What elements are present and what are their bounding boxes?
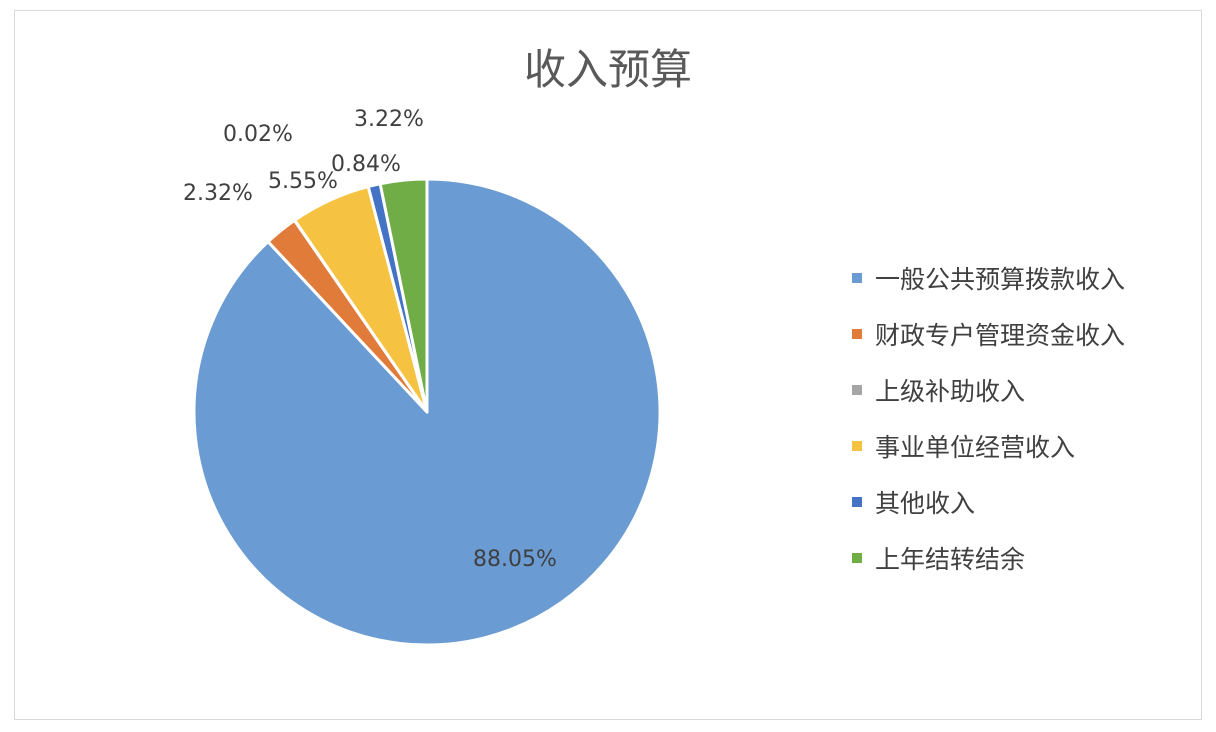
slice-data-label: 5.55% [268,169,338,194]
slice-data-label: 0.84% [331,152,401,177]
pie-slice [378,177,429,414]
legend-item: 事业单位经营收入 [852,418,1125,474]
legend-swatch [852,385,862,395]
legend-label: 其他收入 [875,489,976,518]
legend-item: 其他收入 [852,474,1125,530]
slice-data-label: 88.05% [473,547,557,572]
chart-title: 收入预算 [523,45,692,94]
legend-label: 一般公共预算拨款收入 [875,265,1126,294]
legend-label: 财政专户管理资金收入 [875,321,1126,350]
slice-data-label: 2.32% [183,181,253,206]
legend-item: 一般公共预算拨款收入 [852,250,1125,306]
legend-item: 上级补助收入 [852,362,1125,418]
legend-swatch [852,441,862,451]
legend-item: 上年结转结余 [852,530,1125,586]
legend: 一般公共预算拨款收入 财政专户管理资金收入 上级补助收入 事业单位经营收入 其他… [852,250,1125,586]
legend-swatch [852,273,862,283]
slice-data-label: 0.02% [223,122,293,147]
legend-label: 事业单位经营收入 [875,433,1076,462]
legend-swatch [852,497,862,507]
legend-swatch [852,329,862,339]
legend-item: 财政专户管理资金收入 [852,306,1125,362]
legend-label: 上级补助收入 [875,377,1026,406]
slice-data-label: 3.22% [354,107,424,132]
legend-label: 上年结转结余 [875,545,1026,574]
legend-swatch [852,553,862,563]
